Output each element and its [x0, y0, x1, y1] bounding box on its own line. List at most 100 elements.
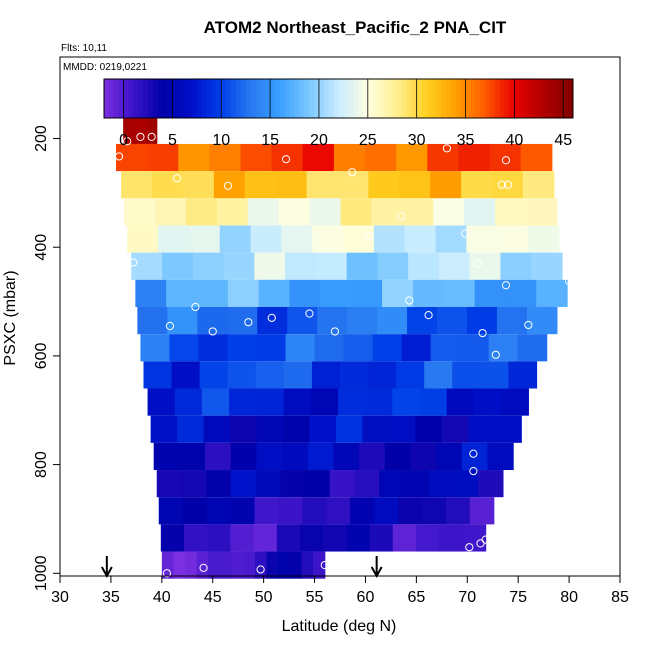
colorbar-cell — [108, 79, 115, 118]
heatmap-cell — [223, 252, 255, 280]
colorbar-tick-label: 45 — [554, 132, 572, 149]
heatmap-cell — [285, 252, 317, 280]
heatmap-cell — [392, 524, 417, 552]
colorbar-tick-label: 25 — [359, 132, 377, 149]
x-tick-label: 50 — [255, 589, 273, 606]
heatmap-cell — [439, 524, 463, 552]
colorbar-cell — [480, 79, 486, 118]
x-axis: 30 35 40 45 50 55 60 65 70 75 80 85 — [51, 576, 629, 606]
heatmap-cell — [199, 361, 229, 389]
heatmap-cell — [147, 116, 151, 144]
colorbar-cell — [211, 79, 217, 118]
colorbar-cell — [372, 79, 379, 118]
heatmap-cell — [181, 470, 207, 498]
sample-point — [491, 350, 500, 359]
heatmap-cell — [282, 415, 311, 443]
sample-point — [114, 152, 124, 161]
heatmap-cell — [185, 198, 218, 226]
colorbar-cell — [538, 79, 545, 118]
colorbar-tick-label: 40 — [505, 132, 523, 149]
colorbar-cell — [343, 79, 349, 118]
heatmap-cell — [127, 116, 131, 144]
heatmap-cell — [282, 442, 309, 471]
colorbar-cell — [206, 79, 212, 118]
heatmap-cell — [278, 497, 303, 525]
colorbar-tick-label: 15 — [261, 132, 279, 149]
heatmap-cell — [309, 198, 342, 226]
colorbar-cell — [514, 79, 520, 118]
heatmap-cell — [335, 415, 363, 443]
heatmap-cell — [430, 334, 461, 362]
heatmap-cell — [167, 306, 198, 335]
heatmap-cell — [131, 252, 163, 280]
colorbar-tick-label: 5 — [168, 132, 177, 149]
heatmap-cell — [435, 225, 467, 253]
heatmap-cell — [151, 116, 155, 144]
heatmap-cell — [369, 524, 394, 552]
sample-point — [469, 467, 478, 476]
y-tick-label: 800 — [33, 451, 50, 478]
colorbar-cell — [279, 79, 286, 118]
heatmap-cell — [480, 361, 510, 389]
heatmap-cell — [254, 497, 279, 525]
colorbar-cell — [323, 79, 330, 118]
heatmap-cell — [137, 116, 141, 144]
sample-point — [305, 309, 314, 318]
heatmap-cell — [496, 306, 528, 335]
heatmap-cell — [458, 143, 491, 172]
heatmap-cell — [216, 198, 249, 226]
sample-point — [473, 259, 482, 268]
heatmap-cell — [166, 279, 198, 307]
heatmap-cell — [255, 361, 285, 389]
colorbar-cell — [485, 79, 491, 118]
heatmap-cell — [206, 497, 232, 525]
colorbar-cell — [397, 79, 403, 118]
colorbar-cell — [294, 79, 300, 118]
heatmap-cell — [340, 361, 369, 389]
heatmap-cell — [436, 442, 463, 471]
sample-point — [564, 276, 574, 285]
heatmap-cell — [174, 388, 203, 416]
heatmap-cell — [257, 306, 288, 335]
heatmap-cell — [276, 524, 301, 552]
colorbar-cell — [387, 79, 393, 118]
colorbar-cell — [167, 79, 173, 118]
sample-point — [199, 563, 208, 572]
colorbar-cell — [529, 79, 535, 118]
heatmap-cell — [333, 442, 360, 471]
sample-point — [469, 449, 478, 458]
colorbar-cell — [445, 79, 452, 118]
heatmap-cell — [283, 388, 312, 416]
heatmap-cell — [271, 143, 304, 172]
heatmap-cell — [300, 524, 324, 552]
colorbar-cell — [138, 79, 144, 118]
colorbar-cell — [421, 79, 427, 118]
colorbar-cell — [231, 79, 237, 118]
colorbar-cell — [441, 79, 447, 118]
heatmap-cell — [430, 171, 462, 199]
heatmap-cell — [374, 497, 399, 525]
heatmap-cell — [445, 497, 471, 525]
colorbar-cell — [494, 79, 501, 118]
sample-point — [461, 229, 470, 238]
heatmap-cell — [433, 198, 465, 226]
colorbar-cell — [367, 79, 374, 118]
heatmap-cell — [350, 497, 375, 525]
heatmap-cell — [517, 334, 548, 362]
heatmap-cell — [326, 497, 351, 525]
heatmap-cell — [377, 306, 408, 335]
heatmap-bands — [116, 116, 568, 579]
heatmap-cell — [398, 497, 423, 525]
y-tick-label: 400 — [33, 234, 50, 261]
heatmap-cell — [152, 171, 184, 199]
heatmap-cell — [441, 415, 469, 443]
heatmap-cell — [495, 198, 527, 226]
colorbar-cell — [123, 79, 129, 118]
heatmap-cell — [388, 415, 416, 443]
heatmap-cell — [230, 442, 257, 471]
colorbar-cell — [377, 79, 383, 118]
x-tick-label: 60 — [357, 589, 375, 606]
heatmap-cell — [285, 334, 316, 362]
colorbar-cell — [157, 79, 164, 118]
heatmap-cell — [505, 279, 537, 307]
